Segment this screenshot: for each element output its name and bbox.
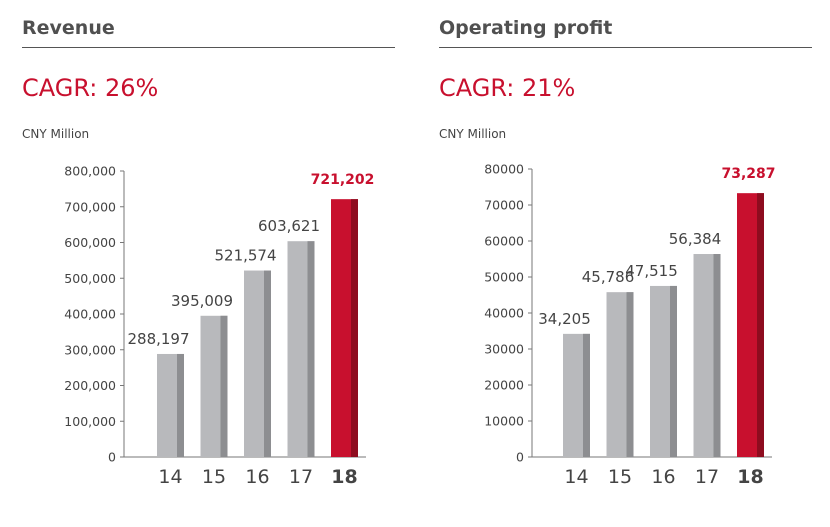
revenue-bar-18 <box>331 199 358 457</box>
operating-profit-y-tick-label: 10000 <box>484 414 524 429</box>
operating-profit-bar-shade <box>626 292 634 457</box>
operating-profit-bar-17 <box>693 254 721 457</box>
operating-profit-value-label: 45,786 <box>582 268 635 286</box>
operating-profit-y-tick-label: 70000 <box>484 198 524 213</box>
revenue-y-tick-label: 300,000 <box>64 342 116 357</box>
operating-profit-bar-shade <box>583 333 590 457</box>
revenue-y-tick-label: 800,000 <box>64 164 116 179</box>
operating-profit-value-label: 47,515 <box>625 262 678 280</box>
revenue-unit-label: CNY Million <box>22 127 90 141</box>
revenue-bar-shade <box>177 353 184 457</box>
operating-profit-bar-16 <box>650 285 677 457</box>
revenue-bar-17 <box>287 241 315 457</box>
operating-profit-bar-chart: 0 10000 20000 30000 40000 50000 60000 70000 8000… <box>484 162 775 489</box>
revenue-title: Revenue <box>22 17 115 39</box>
operating-profit-category-label: 18 <box>737 466 763 488</box>
revenue-cagr: CAGR: 26% <box>22 74 159 102</box>
revenue-category-label: 18 <box>331 466 357 488</box>
operating-profit-y-tick-label: 80000 <box>484 162 524 177</box>
operating-profit-y-tick-label: 30000 <box>484 342 524 357</box>
revenue-value-label: 721,202 <box>311 172 375 188</box>
revenue-bar-16 <box>244 270 271 457</box>
revenue-bar-shade <box>264 270 271 457</box>
revenue-panel: Revenue CAGR: 26% CNY Million 0 100,000 20… <box>22 0 397 527</box>
revenue-y-tick-label: 0 <box>108 450 116 465</box>
operating-profit-bar-14 <box>563 333 590 457</box>
revenue-category-label: 15 <box>202 466 226 488</box>
operating-profit-category-label: 16 <box>651 466 675 488</box>
revenue-y-tick-label: 500,000 <box>64 271 116 286</box>
operating-profit-cagr: CAGR: 21% <box>439 74 576 102</box>
operating-profit-category-label: 17 <box>695 466 719 488</box>
revenue-category-label: 17 <box>289 466 313 488</box>
revenue-y-tick-label: 400,000 <box>64 307 116 322</box>
operating-profit-title: Operating profit <box>439 17 613 39</box>
operating-profit-y-tick-label: 20000 <box>484 378 524 393</box>
revenue-y-tick-label: 100,000 <box>64 414 116 429</box>
operating-profit-y-tick-label: 40000 <box>484 306 524 321</box>
operating-profit-unit-label: CNY Million <box>439 127 507 141</box>
revenue-bar-14 <box>157 353 184 457</box>
operating-profit-y-tick-label: 60000 <box>484 234 524 249</box>
operating-profit-panel: Operating profit CAGR: 21% CNY Million 0… <box>439 0 814 527</box>
operating-profit-y-tick-label: 0 <box>516 450 524 465</box>
operating-profit-value-label: 73,287 <box>721 166 775 182</box>
revenue-category-label: 14 <box>158 466 182 488</box>
operating-profit-heading: Operating profit <box>439 17 812 48</box>
operating-profit-bar-shade <box>670 285 677 457</box>
revenue-bar-15 <box>200 315 228 457</box>
operating-profit-y-tick-label: 50000 <box>484 270 524 285</box>
revenue-bar-shade <box>351 199 358 457</box>
revenue-value-label: 521,574 <box>214 247 276 265</box>
revenue-y-tick-label: 600,000 <box>64 235 116 250</box>
revenue-value-label: 288,197 <box>127 330 189 348</box>
revenue-value-label: 395,009 <box>171 292 233 310</box>
revenue-category-label: 16 <box>245 466 269 488</box>
operating-profit-category-label: 15 <box>608 466 632 488</box>
revenue-y-tick-label: 200,000 <box>64 378 116 393</box>
operating-profit-category-label: 14 <box>564 466 588 488</box>
operating-profit-bar-15 <box>606 292 634 457</box>
revenue-y-tick-label: 700,000 <box>64 199 116 214</box>
operating-profit-value-label: 34,205 <box>538 310 591 328</box>
revenue-heading: Revenue <box>22 17 395 48</box>
revenue-bar-shade <box>220 315 228 457</box>
revenue-value-label: 603,621 <box>258 217 320 235</box>
operating-profit-bar-shade <box>713 254 721 457</box>
operating-profit-bar-18 <box>737 193 764 457</box>
operating-profit-value-label: 56,384 <box>669 230 722 248</box>
revenue-bar-shade <box>307 241 315 457</box>
operating-profit-bar-shade <box>757 193 764 457</box>
revenue-bar-chart: 0 100,000 200,000 300,000 400,000 500,000 600,… <box>64 164 375 489</box>
